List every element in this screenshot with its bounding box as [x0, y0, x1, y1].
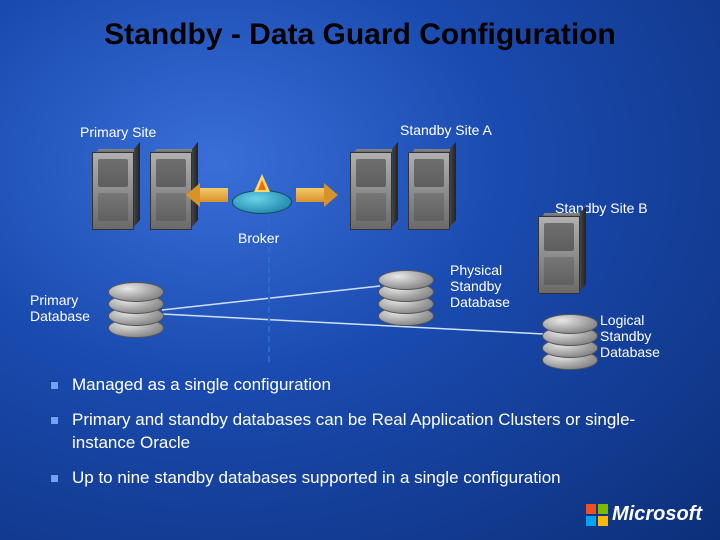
label-physical-standby-database: Physical Standby Database	[450, 262, 510, 310]
bullet-item: Primary and standby databases can be Rea…	[50, 409, 670, 455]
microsoft-wordmark: Microsoft	[612, 503, 702, 526]
db-logical-icon	[542, 314, 598, 362]
label-logical-standby-database: Logical Standby Database	[600, 312, 660, 360]
label-standby-site-a: Standby Site A	[400, 122, 492, 138]
microsoft-logo: Microsoft	[586, 503, 702, 526]
label-broker: Broker	[238, 230, 279, 246]
arrow-left-icon	[200, 188, 228, 202]
connector-primary-physical	[162, 286, 380, 310]
bullet-item: Up to nine standby databases supported i…	[50, 467, 670, 490]
connector-primary-logical	[162, 314, 544, 334]
server-primary-1	[92, 152, 134, 230]
architecture-diagram: Primary Site Standby Site A Standby Site…	[0, 52, 720, 372]
label-primary-site: Primary Site	[80, 124, 156, 140]
server-standby-b-1	[538, 216, 580, 294]
page-title: Standby - Data Guard Configuration	[0, 0, 720, 52]
server-standby-a-2	[408, 152, 450, 230]
microsoft-squares-icon	[586, 504, 608, 526]
bullet-list: Managed as a single configuration Primar…	[50, 374, 670, 502]
broker-icon	[232, 180, 292, 220]
server-standby-a-1	[350, 152, 392, 230]
db-physical-icon	[378, 270, 434, 318]
bullet-item: Managed as a single configuration	[50, 374, 670, 397]
db-primary-icon	[108, 282, 164, 330]
label-primary-database: Primary Database	[30, 292, 90, 324]
arrow-right-icon	[296, 188, 324, 202]
